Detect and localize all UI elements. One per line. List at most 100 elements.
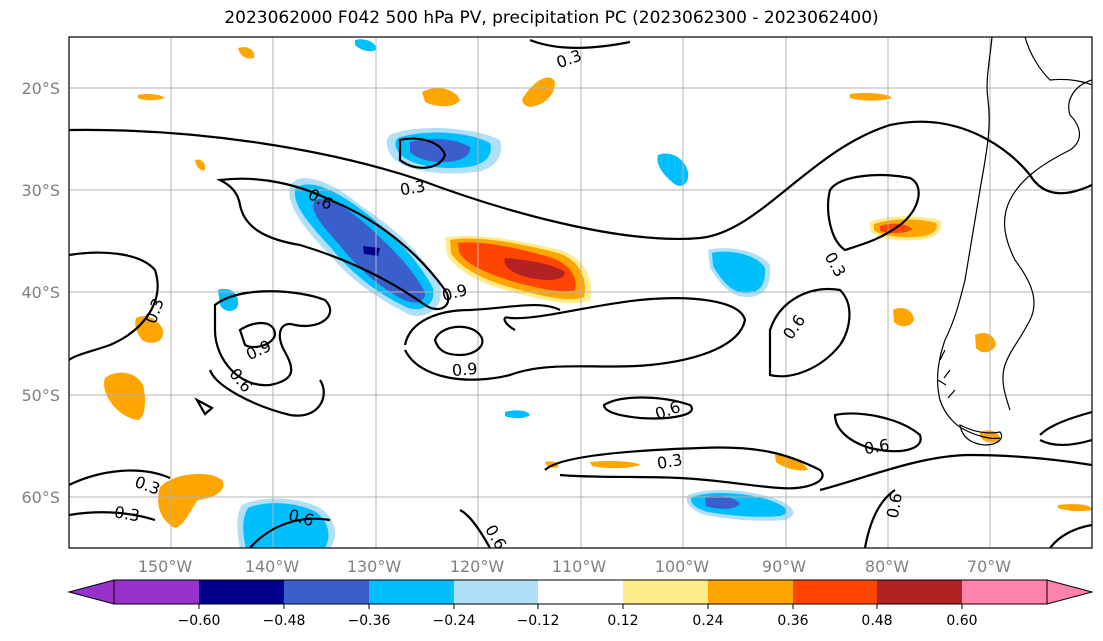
contour-line xyxy=(208,369,325,417)
contour-line xyxy=(833,412,922,453)
precip-pos-blob xyxy=(504,258,565,280)
contour-label: 0.9 xyxy=(451,359,478,380)
colorbar-segment xyxy=(623,580,708,604)
pv-contours xyxy=(69,38,1092,548)
precip-neg-blob xyxy=(657,153,689,186)
precip-neg-blob xyxy=(355,39,377,52)
precip-pos-blob xyxy=(893,308,914,327)
colorbar: −0.60 −0.48 −0.36 −0.24 −0.12 0.12 0.24 … xyxy=(67,579,1094,629)
colorbar-segment xyxy=(114,580,199,604)
contour-line xyxy=(69,120,1092,240)
colorbar-tick-label: −0.12 xyxy=(517,613,560,629)
contour-line xyxy=(213,290,332,387)
precip-pos-blob xyxy=(158,473,224,528)
precip-pos-blob xyxy=(522,77,555,107)
coastline-tierra-del-fuego xyxy=(959,423,1003,446)
colorbar-segment xyxy=(284,580,369,604)
contour-line xyxy=(1049,523,1092,548)
colorbar-segment xyxy=(199,580,284,604)
lon-tick-label: 90°W xyxy=(762,557,806,576)
lon-tick-label: 70°W xyxy=(967,557,1011,576)
colorbar-segment xyxy=(877,580,962,604)
colorbar-tick-label: −0.24 xyxy=(433,613,476,629)
precip-neg-blob xyxy=(218,288,239,311)
contour-line xyxy=(398,137,447,169)
contour-line xyxy=(768,287,851,378)
lon-tick-label: 130°W xyxy=(347,557,402,576)
colorbar-segment xyxy=(962,580,1047,604)
precip-neg-blob xyxy=(712,251,766,294)
precip-pos-blob xyxy=(238,47,255,59)
contour-line xyxy=(544,446,824,490)
colorbar-frame xyxy=(113,579,1048,605)
map-frame xyxy=(68,36,1093,549)
contour-line xyxy=(404,297,747,381)
contour-line xyxy=(249,517,331,548)
coastline-south-america-east xyxy=(1002,79,1092,411)
colorbar-segment xyxy=(369,580,454,604)
colorbar-tick-label: 0.48 xyxy=(861,613,892,629)
precip-pos-blob xyxy=(138,94,165,101)
contour-line xyxy=(602,396,694,420)
precip-neg-blob xyxy=(505,410,530,419)
gridlines xyxy=(69,37,1092,548)
colorbar-tick-label: 0.60 xyxy=(946,613,977,629)
lon-tick-label: 110°W xyxy=(552,557,607,576)
coastline-islands xyxy=(937,349,956,399)
contour-line xyxy=(194,397,214,416)
contour-line xyxy=(1039,438,1092,446)
precip-pos-blob xyxy=(422,88,460,107)
contour-label: 0.3 xyxy=(113,502,141,525)
colorbar-tick-label: 0.24 xyxy=(692,613,723,629)
contour-line xyxy=(403,304,561,346)
precip-pos-blob xyxy=(850,93,892,101)
precip-pos-blob xyxy=(590,461,640,469)
contour-line xyxy=(863,489,896,548)
contour-line xyxy=(433,325,484,357)
colorbar-segment xyxy=(454,580,538,604)
colorbar-tick-label: −0.36 xyxy=(348,613,391,629)
lon-tick-label: 100°W xyxy=(655,557,710,576)
colorbar-tick-label: 0.36 xyxy=(777,613,808,629)
contour-label: 0.3 xyxy=(655,450,683,473)
precip-pos-blob xyxy=(195,159,206,171)
lon-tick-label: 120°W xyxy=(450,557,505,576)
precip-pos-blob xyxy=(1058,504,1092,512)
contour-line xyxy=(819,453,1092,492)
contour-line xyxy=(69,469,171,486)
contour-line xyxy=(827,174,920,252)
precip-pos-blob xyxy=(104,372,146,420)
lat-tick-label: 50°S xyxy=(21,386,60,405)
contour-label: 0.3 xyxy=(398,176,426,199)
colorbar-tick-label: −0.60 xyxy=(178,613,221,629)
precip-neg-blob xyxy=(705,495,740,509)
contour-line xyxy=(69,251,159,361)
colorbar-segment xyxy=(793,580,877,604)
plot-title: 2023062000 F042 500 hPa PV, precipitatio… xyxy=(224,8,879,28)
contour-line xyxy=(238,322,277,349)
lat-tick-label: 20°S xyxy=(21,79,60,98)
coastline-andes xyxy=(1024,37,1092,86)
colorbar-segment xyxy=(538,580,623,604)
lon-tick-label: 140°W xyxy=(245,557,300,576)
colorbar-segment xyxy=(708,580,793,604)
colorbar-tick-label: −0.48 xyxy=(263,613,306,629)
contour-line xyxy=(459,509,491,548)
contour-line xyxy=(216,177,450,311)
lat-tick-label: 60°S xyxy=(21,488,60,507)
colorbar-extend-low xyxy=(67,579,115,605)
lat-axis: 20°S 30°S 40°S 50°S 60°S xyxy=(21,79,60,507)
lon-tick-label: 150°W xyxy=(138,557,193,576)
contour-line xyxy=(529,38,631,49)
contour-line xyxy=(69,511,156,522)
contour-label: 0.6 xyxy=(883,491,906,519)
precip-neg-blob xyxy=(410,139,471,163)
contour-line xyxy=(1039,410,1092,436)
colorbar-tick-label: 0.12 xyxy=(607,613,638,629)
precip-pos-blob xyxy=(975,333,996,353)
colorbar-extend-high xyxy=(1046,579,1094,605)
lon-axis: 150°W 140°W 130°W 120°W 110°W 100°W 90°W… xyxy=(138,557,1011,576)
precip-pos-blob xyxy=(775,455,808,471)
contour-label: 0.6 xyxy=(862,435,890,458)
